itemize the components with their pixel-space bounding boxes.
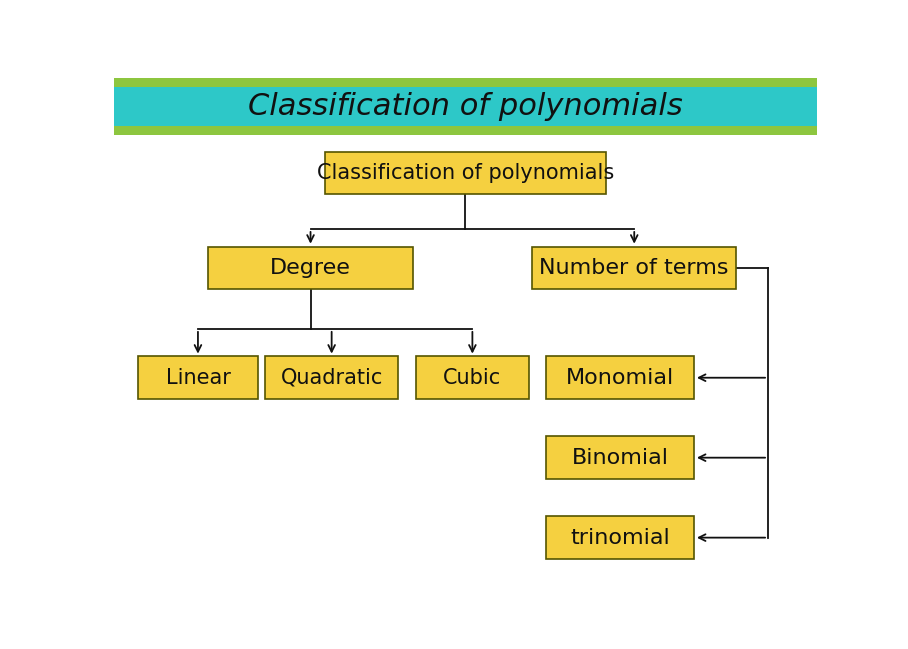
Text: Degree: Degree [270, 258, 351, 278]
FancyBboxPatch shape [138, 356, 258, 399]
FancyBboxPatch shape [325, 152, 607, 194]
Text: Binomial: Binomial [572, 448, 668, 468]
Text: Linear: Linear [165, 368, 231, 387]
FancyBboxPatch shape [532, 247, 736, 289]
Bar [114, 87, 817, 136]
FancyBboxPatch shape [209, 247, 412, 289]
Text: Quadratic: Quadratic [281, 368, 383, 387]
FancyBboxPatch shape [547, 436, 694, 479]
Text: Classification of polynomials: Classification of polynomials [248, 92, 683, 121]
Bar [114, 127, 817, 136]
FancyBboxPatch shape [265, 356, 399, 399]
Text: trinomial: trinomial [570, 528, 670, 548]
FancyBboxPatch shape [416, 356, 528, 399]
Text: Classification of polynomials: Classification of polynomials [317, 163, 614, 183]
Bar [114, 78, 817, 87]
FancyBboxPatch shape [547, 356, 694, 399]
Text: Cubic: Cubic [443, 368, 501, 387]
Text: Number of terms: Number of terms [539, 258, 729, 278]
FancyBboxPatch shape [547, 517, 694, 559]
Text: Monomial: Monomial [566, 368, 675, 387]
